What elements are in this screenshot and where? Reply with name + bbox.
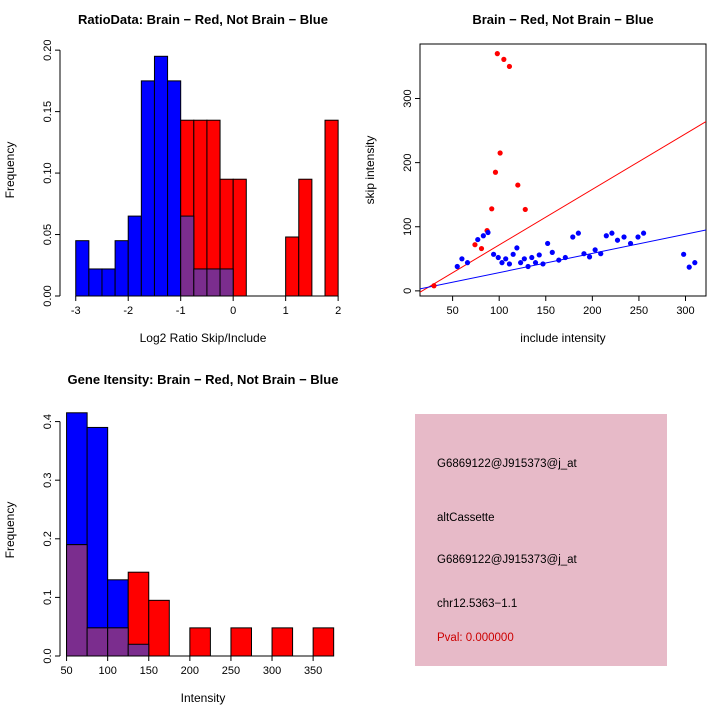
svg-text:0: 0 [402, 288, 414, 294]
pvalue-text: Pval: 0.000000 [437, 632, 514, 644]
svg-text:300: 300 [402, 89, 414, 107]
svg-text:200: 200 [181, 665, 199, 677]
svg-text:350: 350 [304, 665, 322, 677]
svg-text:0.15: 0.15 [42, 101, 54, 122]
panel-event-info: G6869122@J915373@j_at altCassette G68691… [360, 360, 720, 720]
svg-text:300: 300 [263, 665, 281, 677]
svg-text:0.0: 0.0 [42, 648, 54, 663]
svg-text:Frequency: Frequency [3, 142, 17, 199]
svg-text:100: 100 [98, 665, 116, 677]
svg-text:100: 100 [402, 218, 414, 236]
svg-text:Gene Itensity: Brain − Red, No: Gene Itensity: Brain − Red, Not Brain − … [68, 372, 339, 387]
svg-text:Log2 Ratio Skip/Include: Log2 Ratio Skip/Include [140, 331, 267, 345]
svg-text:-1: -1 [176, 305, 186, 317]
svg-text:0.05: 0.05 [42, 224, 54, 245]
event-info-box: G6869122@J915373@j_at altCassette G68691… [415, 414, 667, 666]
svg-text:200: 200 [402, 153, 414, 171]
panel-gene-intensity-histogram: Gene Itensity: Brain − Red, Not Brain − … [0, 360, 360, 720]
svg-text:2: 2 [335, 305, 341, 317]
svg-text:50: 50 [60, 665, 72, 677]
event-type-text: altCassette [437, 512, 495, 524]
svg-text:0.20: 0.20 [42, 39, 54, 60]
locus-text: chr12.5363−1.1 [437, 598, 518, 610]
svg-text:0.00: 0.00 [42, 285, 54, 306]
panel-skip-include-scatter: Brain − Red, Not Brain − Blue include int… [360, 0, 720, 360]
svg-text:0: 0 [230, 305, 236, 317]
svg-text:0.10: 0.10 [42, 162, 54, 183]
svg-text:100: 100 [490, 305, 508, 317]
svg-text:50: 50 [446, 305, 458, 317]
svg-text:150: 150 [140, 665, 158, 677]
svg-text:Intensity: Intensity [181, 691, 226, 705]
svg-text:RatioData: Brain − Red, Not Br: RatioData: Brain − Red, Not Brain − Blue [78, 12, 328, 27]
svg-text:Frequency: Frequency [3, 502, 17, 559]
svg-text:0.4: 0.4 [42, 414, 54, 429]
svg-text:0.1: 0.1 [42, 590, 54, 605]
probeset-id-text: G6869122@J915373@j_at [437, 458, 577, 470]
skip-include-scatter-chart: Brain − Red, Not Brain − Blue include int… [363, 12, 707, 345]
svg-text:300: 300 [676, 305, 694, 317]
gene-intensity-histogram-chart: Gene Itensity: Brain − Red, Not Brain − … [3, 372, 339, 705]
svg-text:0.2: 0.2 [42, 531, 54, 546]
panel-ratio-histogram: RatioData: Brain − Red, Not Brain − Blue… [0, 0, 360, 360]
svg-text:skip intensity: skip intensity [363, 136, 377, 205]
svg-text:-3: -3 [71, 305, 81, 317]
svg-text:1: 1 [283, 305, 289, 317]
svg-text:200: 200 [583, 305, 601, 317]
svg-text:250: 250 [222, 665, 240, 677]
svg-text:Brain − Red, Not Brain − Blue: Brain − Red, Not Brain − Blue [472, 12, 653, 27]
svg-text:0.3: 0.3 [42, 473, 54, 488]
svg-text:150: 150 [537, 305, 555, 317]
svg-text:-2: -2 [123, 305, 133, 317]
svg-text:250: 250 [630, 305, 648, 317]
svg-text:include intensity: include intensity [520, 331, 605, 345]
ratio-histogram-chart: RatioData: Brain − Red, Not Brain − Blue… [3, 12, 341, 345]
probeset-id-secondary-text: G6869122@J915373@j_at [437, 554, 577, 566]
